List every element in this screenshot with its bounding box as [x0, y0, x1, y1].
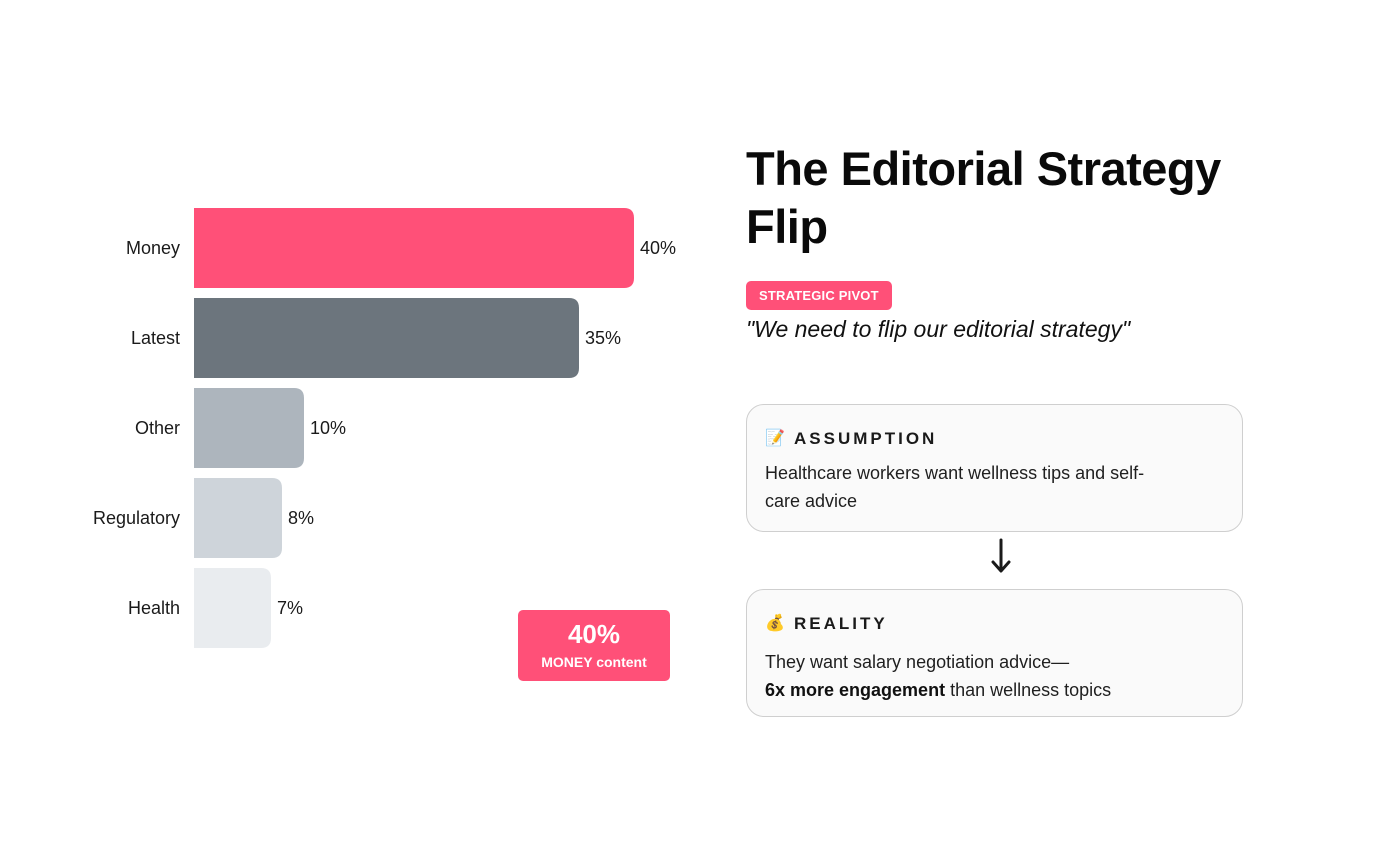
money-bag-icon: 💰	[765, 615, 785, 632]
value-label-health: 7%	[277, 598, 303, 618]
assumption-card-body: Healthcare workers want wellness tips an…	[765, 463, 1145, 511]
engagement-bar-chart: Money 40% Latest 35% Other 10% Regulatory 8% Hea…	[93, 208, 676, 681]
category-label-other: Other	[135, 418, 180, 438]
category-label-regulatory: Regulatory	[93, 508, 180, 528]
assumption-card-title: ASSUMPTION	[794, 429, 938, 448]
category-label-latest: Latest	[131, 328, 180, 348]
callout-caption: MONEY content	[541, 654, 647, 670]
strategic-pivot-badge: STRATEGIC PIVOT	[746, 281, 892, 310]
reality-card: 💰 REALITY They want salary negotiation a…	[746, 589, 1243, 717]
assumption-card: 📝 ASSUMPTION Healthcare workers want wel…	[746, 404, 1243, 532]
reality-card-header: 💰 REALITY	[765, 612, 1224, 636]
reality-body-rest: than wellness topics	[945, 680, 1112, 700]
reality-body-intro: They want salary negotiation advice—	[765, 652, 1070, 672]
slide-title: The Editorial Strategy Flip	[746, 142, 1221, 253]
arrow-down-icon	[991, 538, 1011, 573]
bar-money	[194, 208, 634, 288]
reality-body-emphasis: 6x more engagement	[765, 680, 946, 700]
bar-other	[194, 388, 304, 468]
bar-chart-svg: Money 40% Latest 35% Other 10% Regulatory 8% Hea…	[93, 208, 676, 648]
reality-card-body: They want salary negotiation advice— 6x m…	[765, 648, 1165, 704]
value-label-latest: 35%	[585, 328, 621, 348]
category-label-health: Health	[128, 598, 180, 618]
bar-health	[194, 568, 271, 648]
reality-card-title: REALITY	[794, 614, 888, 633]
money-content-callout: 40% MONEY content	[518, 610, 670, 681]
value-label-other: 10%	[310, 418, 346, 438]
memo-icon: 📝	[765, 430, 785, 447]
strategy-panel: The Editorial Strategy Flip STRATEGIC PI…	[746, 140, 1306, 717]
bar-regulatory	[194, 478, 282, 558]
bar-latest	[194, 298, 579, 378]
assumption-card-header: 📝 ASSUMPTION	[765, 427, 1224, 451]
value-label-money: 40%	[640, 238, 676, 258]
callout-value: 40%	[567, 619, 621, 649]
value-label-regulatory: 8%	[288, 508, 314, 528]
category-label-money: Money	[126, 238, 180, 258]
strategy-quote: "We need to flip our editorial strategy"	[746, 316, 1131, 342]
